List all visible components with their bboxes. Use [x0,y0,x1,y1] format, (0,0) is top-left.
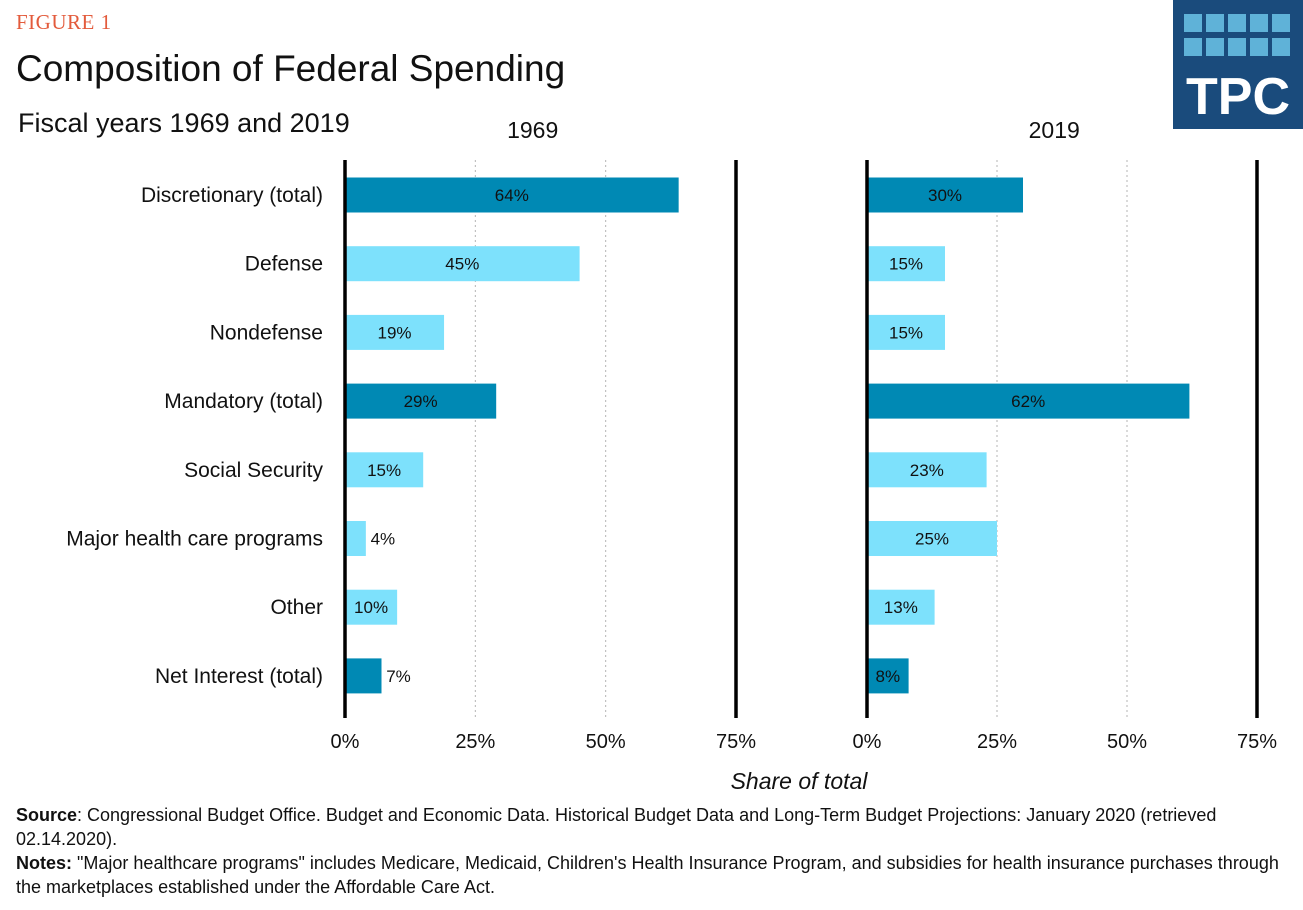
logo-square [1250,38,1268,56]
logo-square [1206,14,1224,32]
bar-value-label: 45% [445,255,479,274]
bar [345,658,382,694]
logo-square [1206,38,1224,56]
logo-square [1184,38,1202,56]
bar [867,314,945,350]
bar-value-label: 30% [928,186,962,205]
bar-value-label: 4% [371,530,396,549]
chart-subtitle: Fiscal years 1969 and 2019 [18,108,350,138]
x-tick-label: 25% [455,731,495,753]
bar [345,383,497,419]
logo-square [1228,38,1246,56]
x-tick-label: 0% [331,731,360,753]
x-tick-label: 75% [716,731,756,753]
bar-value-label: 13% [884,598,918,617]
bar-value-label: 29% [404,392,438,411]
category-label: Discretionary (total) [141,184,323,207]
bar [867,521,997,556]
logo-square [1272,38,1290,56]
bar-value-label: 15% [889,255,923,274]
source-label: Source [16,805,78,825]
bar [867,177,1023,213]
logo-squares-grid [1184,14,1290,56]
bar [345,521,366,556]
bar [867,658,909,694]
x-tick-label: 50% [1107,731,1147,753]
category-label: Other [270,596,323,619]
notes-note: Notes: "Major healthcare programs" inclu… [16,851,1296,899]
category-label: Net Interest (total) [155,665,323,688]
bar-value-label: 64% [495,186,529,205]
logo-square [1272,14,1290,32]
logo-square [1250,14,1268,32]
logo-text: TPC [1186,68,1290,126]
tpc-logo: TPC [1173,0,1303,129]
bar [345,246,580,282]
bar [345,177,679,213]
bar-charts: 64% 45% 19% 29% 15% 4% 10% 7% 0% 25% 50% 75% 1969 30%… [66,117,1277,794]
source-note: Source: Congressional Budget Office. Bud… [16,803,1296,851]
bar-value-label: 25% [915,530,949,549]
bar [867,383,1190,419]
category-label: Major health care programs [66,528,323,551]
x-tick-label: 75% [1237,731,1277,753]
source-text: : Congressional Budget Office. Budget an… [16,805,1217,849]
category-label: Nondefense [210,321,323,344]
chart-title: Composition of Federal Spending [16,48,566,89]
x-axis-label: Share of total [731,768,869,794]
x-tick-label: 50% [586,731,626,753]
bar-value-label: 10% [354,598,388,617]
bar [867,246,945,282]
panel-title: 1969 [507,117,558,143]
bar [867,452,987,488]
bar [345,452,424,488]
notes-text: "Major healthcare programs" includes Med… [16,853,1279,897]
x-tick-label: 25% [977,731,1017,753]
panel-title: 2019 [1029,117,1080,143]
category-label: Mandatory (total) [164,390,323,413]
bar-value-label: 15% [889,323,923,342]
x-tick-label: 0% [853,731,882,753]
logo-square [1228,14,1246,32]
notes-label: Notes: [16,853,73,873]
logo-square [1184,14,1202,32]
category-label: Defense [245,253,323,276]
figure-label: FIGURE 1 [16,10,112,34]
bar-value-label: 15% [367,461,401,480]
category-label: Social Security [184,459,323,482]
bar-value-label: 7% [386,667,411,686]
bar [345,314,445,350]
bar-value-label: 8% [876,667,901,686]
bar [867,589,935,625]
bar [345,589,398,625]
bar-value-label: 23% [910,461,944,480]
bar-value-label: 19% [378,323,412,342]
notes-section: Source: Congressional Budget Office. Bud… [16,803,1296,899]
bar-value-label: 62% [1011,392,1045,411]
